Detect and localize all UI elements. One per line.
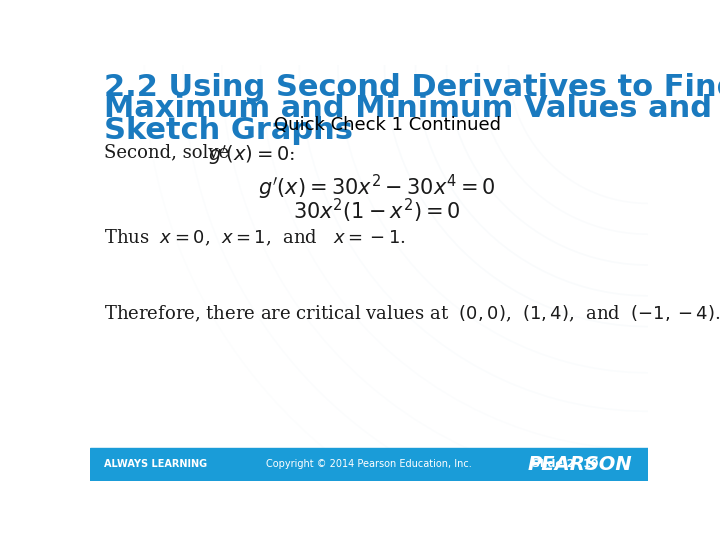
Text: Sketch Graphs: Sketch Graphs <box>104 116 353 145</box>
Text: ALWAYS LEARNING: ALWAYS LEARNING <box>104 460 207 469</box>
Text: $g'(x)=30x^2-30x^4=0$: $g'(x)=30x^2-30x^4=0$ <box>258 173 495 202</box>
Text: PEARSON: PEARSON <box>528 455 632 474</box>
Text: Copyright © 2014 Pearson Education, Inc.: Copyright © 2014 Pearson Education, Inc. <box>266 460 472 469</box>
Text: 2.2 Using Second Derivatives to Find: 2.2 Using Second Derivatives to Find <box>104 72 720 102</box>
Text: Second, solve: Second, solve <box>104 143 235 161</box>
Text: Slide 2- 10: Slide 2- 10 <box>532 460 598 469</box>
Bar <box>90 448 648 481</box>
Text: $30x^2(1-x^2)=0$: $30x^2(1-x^2)=0$ <box>293 197 461 225</box>
Text: Maximum and Minimum Values and: Maximum and Minimum Values and <box>104 94 712 123</box>
Text: Quick Check 1 Continued: Quick Check 1 Continued <box>274 116 501 133</box>
Text: $g'(x)=0$:: $g'(x)=0$: <box>208 143 295 167</box>
Text: Therefore, there are critical values at  $(0,0)$,  $(1,4)$,  and  $(-1,-4)$.: Therefore, there are critical values at … <box>104 303 720 324</box>
Text: Thus  $x=0$,  $x=1$,  and   $x=-1$.: Thus $x=0$, $x=1$, and $x=-1$. <box>104 228 406 248</box>
